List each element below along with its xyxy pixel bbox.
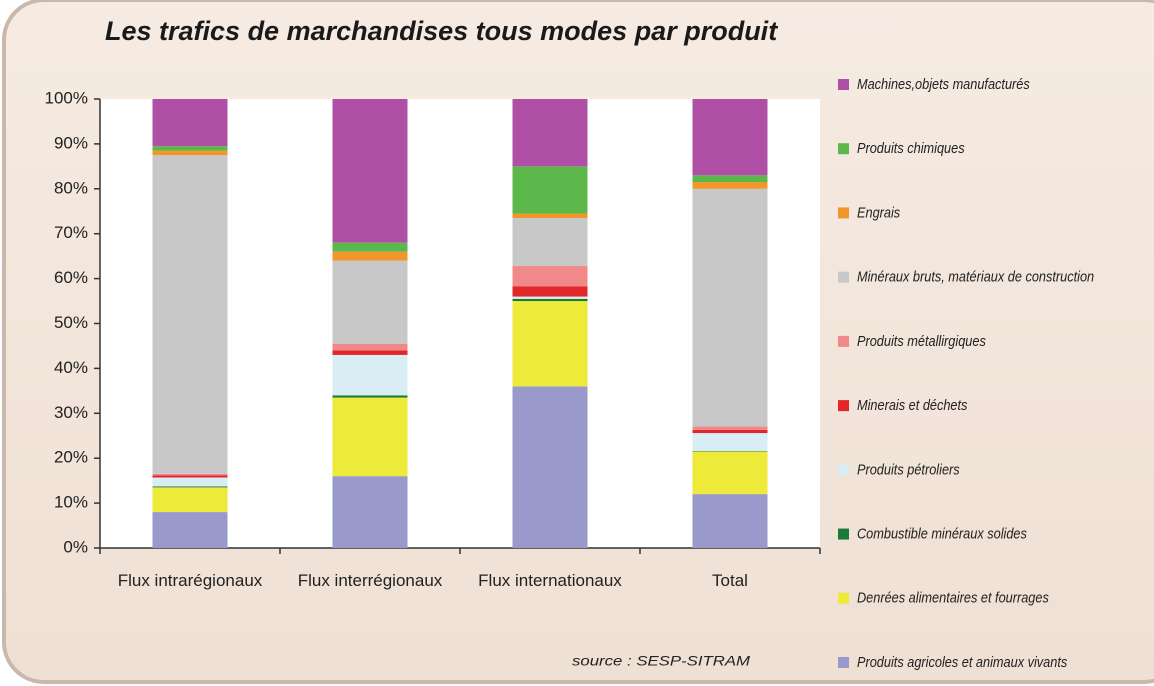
bar-segment (512, 301, 588, 387)
legend-label: Minéraux bruts, matériaux de constructio… (857, 268, 1094, 285)
bar-segment (332, 343, 408, 351)
bar-segment (512, 213, 588, 218)
bar-segment (152, 486, 228, 488)
y-tick-label: 10% (54, 493, 88, 512)
bar-segment (512, 296, 588, 299)
legend-label: Minerais et déchets (857, 396, 967, 413)
bar-segment (692, 433, 768, 452)
bar-segment (332, 242, 408, 252)
legend-swatch (838, 271, 849, 283)
legend-label: Produits agricoles et animaux vivants (857, 653, 1067, 670)
y-tick-label: 100% (45, 88, 88, 107)
bar-segment (512, 286, 588, 297)
bar-segment (512, 99, 588, 167)
legend-label: Produits pétroliers (857, 460, 960, 477)
legend-label: Engrais (857, 203, 900, 220)
chart-title: Les trafics de marchandises tous modes p… (105, 16, 778, 46)
bar-segment (152, 475, 228, 478)
y-tick-label: 70% (54, 223, 88, 242)
x-tick-label: Flux interrégionaux (297, 571, 443, 590)
source: source : SESP-SITRAM (572, 653, 750, 669)
legend-label: Machines,objets manufacturés (857, 75, 1030, 92)
legend-swatch (838, 657, 849, 668)
legend-swatch (838, 592, 849, 604)
y-tick-label: 20% (54, 448, 88, 467)
y-tick-label: 0% (63, 537, 88, 556)
legend-label: Combustible minéraux solides (857, 525, 1027, 542)
bar-segment (692, 99, 768, 176)
bar-segment (332, 251, 408, 261)
legend-swatch (838, 464, 849, 476)
bar-segment (692, 429, 768, 434)
bar-segment (332, 99, 408, 243)
x-tick-label: Flux internationaux (478, 571, 622, 590)
legend-swatch (838, 143, 849, 155)
y-tick-label: 30% (54, 403, 88, 422)
bar-segment (332, 397, 408, 477)
bar-segment (152, 150, 228, 156)
bar-segment (152, 473, 228, 476)
bar-segment (512, 298, 588, 302)
legend-swatch (838, 528, 849, 540)
x-tick-label: Flux intrarégionaux (117, 571, 263, 590)
legend-swatch (838, 400, 849, 412)
y-tick-label: 60% (54, 268, 88, 287)
bar-segment (692, 188, 768, 427)
bar-segment (692, 182, 768, 189)
bar-segment (692, 426, 768, 430)
bar-segment (332, 350, 408, 355)
bar-segment (152, 487, 228, 513)
bar-segment (512, 217, 588, 267)
bar-segment (152, 99, 228, 147)
y-tick-label: 90% (54, 133, 88, 152)
legend-label: Denrées alimentaires et fourrages (857, 589, 1049, 606)
bar-segment (332, 476, 408, 548)
bar-segment (332, 260, 408, 344)
bar-segment (332, 395, 408, 398)
bar-segment (692, 175, 768, 183)
legend-swatch (838, 79, 849, 90)
bar-segment (692, 451, 768, 495)
bar-segment (152, 146, 228, 151)
bar-segment (512, 266, 588, 287)
legend-label: Produits métallirgiques (857, 332, 986, 349)
bar-segment (512, 166, 588, 214)
y-tick-label: 80% (54, 178, 88, 197)
legend-label: Produits chimiques (857, 139, 965, 156)
bar-segment (332, 354, 408, 396)
bar-segment (152, 155, 228, 474)
bar-segment (152, 477, 228, 487)
x-tick-label: Total (712, 571, 748, 590)
bar-segment (152, 512, 228, 548)
y-tick-label: 40% (54, 358, 88, 377)
legend-swatch (838, 207, 849, 219)
legend-swatch (838, 335, 849, 347)
y-tick-label: 50% (54, 313, 88, 332)
bar-segment (692, 494, 768, 548)
bar-segment (512, 386, 588, 548)
